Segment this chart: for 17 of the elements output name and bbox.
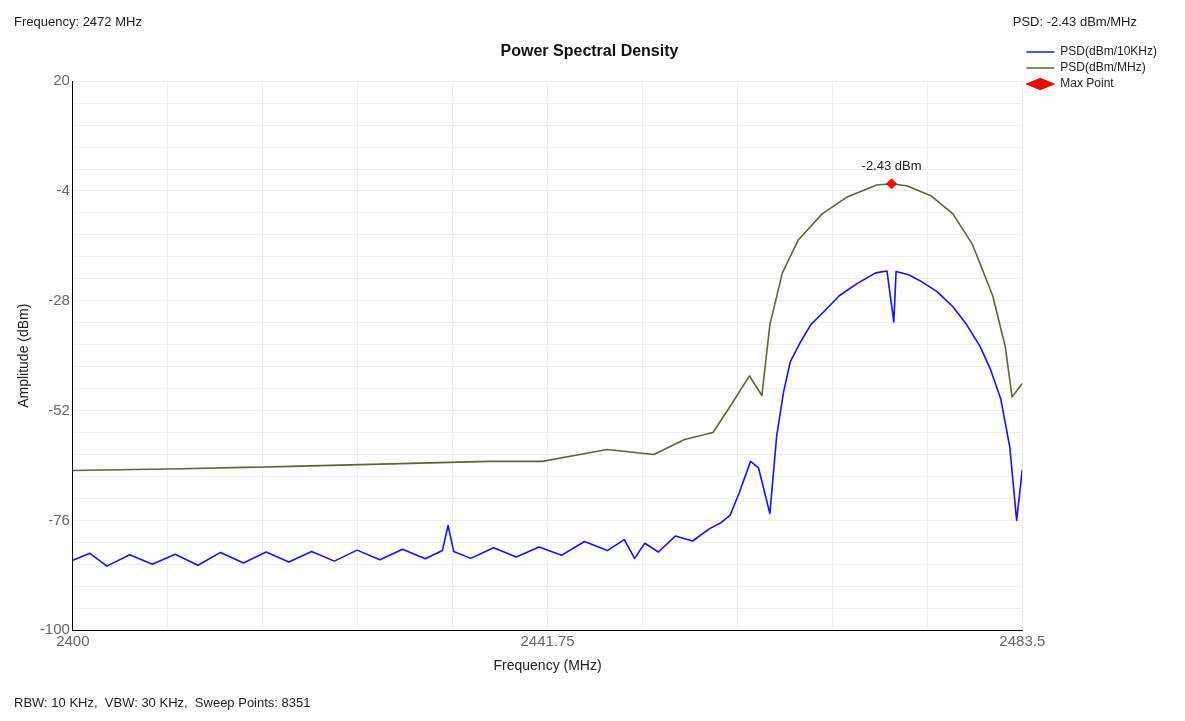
y-tick-label: -28 [48,290,70,308]
y-axis-title: Amplitude (dBm) [15,303,32,408]
annotation: -2.43 dBm [861,157,922,173]
legend-label: PSD(dBm/MHz) [1060,60,1146,75]
x-axis-title: Frequency (MHz) [493,657,602,674]
y-tick-label: -52 [48,400,70,418]
y-tick-label: -4 [56,181,70,199]
text: PSD: -2.43 dBm/MHz [1012,14,1137,29]
chart-title: Power Spectral Density [500,42,679,60]
x-tick-label: 2483.5 [999,632,1046,650]
text: Frequency: 2472 MHz [14,14,142,29]
x-tick-label: 2441.75 [520,632,575,650]
text: RBW: 10 KHz, VBW: 30 KHz, Sweep Points: 8351 [14,695,311,710]
y-tick-label: 20 [53,71,70,89]
legend-label: PSD(dBm/10KHz) [1060,44,1158,59]
y-tick-label: -76 [48,510,70,528]
legend-label: Max Point [1060,76,1115,91]
